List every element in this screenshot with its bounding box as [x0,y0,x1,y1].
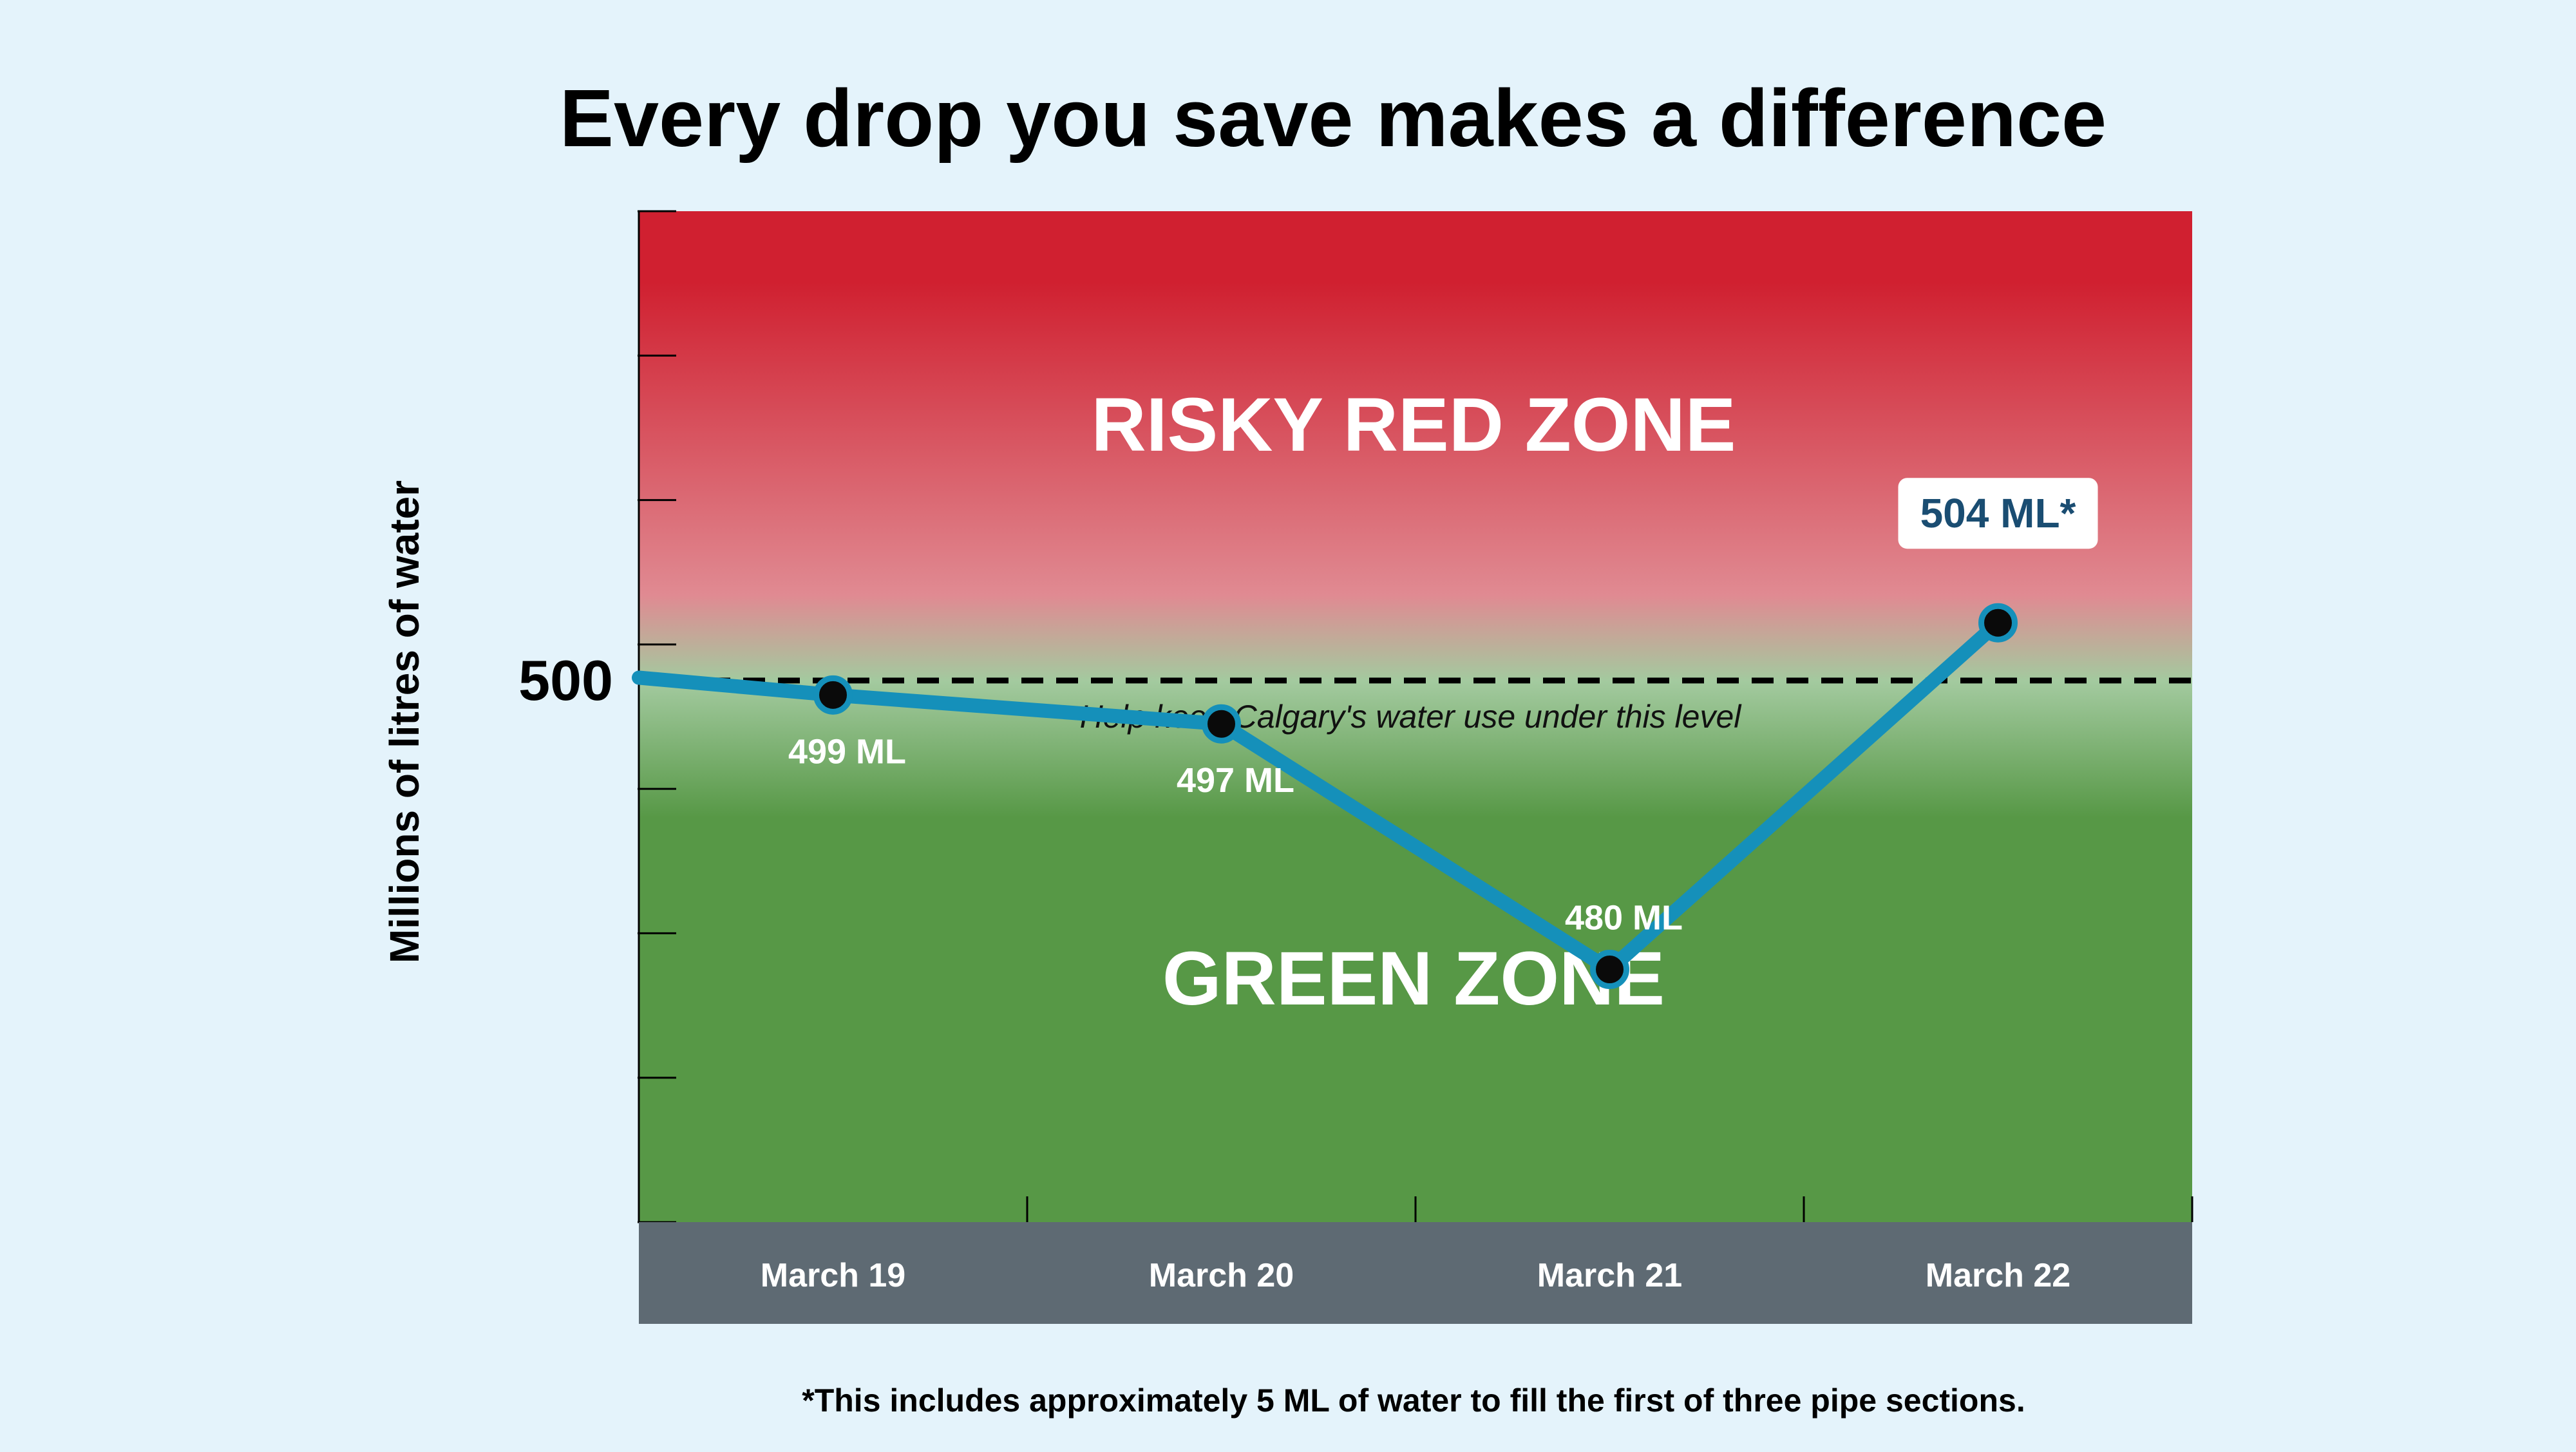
red-zone-label: RISKY RED ZONE [1092,382,1736,467]
x-tick-label: March 20 [1149,1257,1294,1294]
threshold-tick-label: 500 [518,648,613,712]
data-points [813,603,2018,989]
data-point [1202,704,1241,744]
zone-background [639,211,2192,1222]
x-tick-label: March 19 [761,1257,905,1294]
data-label: 499 ML [788,732,906,771]
x-tick-label: March 21 [1537,1257,1682,1294]
category-bar [639,1222,2192,1324]
footnote: *This includes approximately 5 ML of wat… [802,1382,2025,1419]
data-point [1978,603,2018,643]
x-axis-ticks [638,1196,2193,1222]
data-label-callout-box [1898,478,2098,549]
y-axis-title: Millions of litres of water [381,480,428,963]
data-label: 497 ML [1177,761,1294,800]
data-point [813,675,853,715]
data-label: 480 ML [1565,899,1683,938]
x-axis-labels: March 19 March 20 March 21 March 22 [761,1257,2070,1294]
chart-title: Every drop you save makes a difference [560,73,2107,164]
data-point [1590,950,1629,989]
data-label: 504 ML* [1920,490,2076,536]
y-axis-ticks [638,210,676,1223]
data-labels: 499 ML 497 ML 480 ML 504 ML* [788,478,2098,938]
x-tick-label: March 22 [1926,1257,2070,1294]
